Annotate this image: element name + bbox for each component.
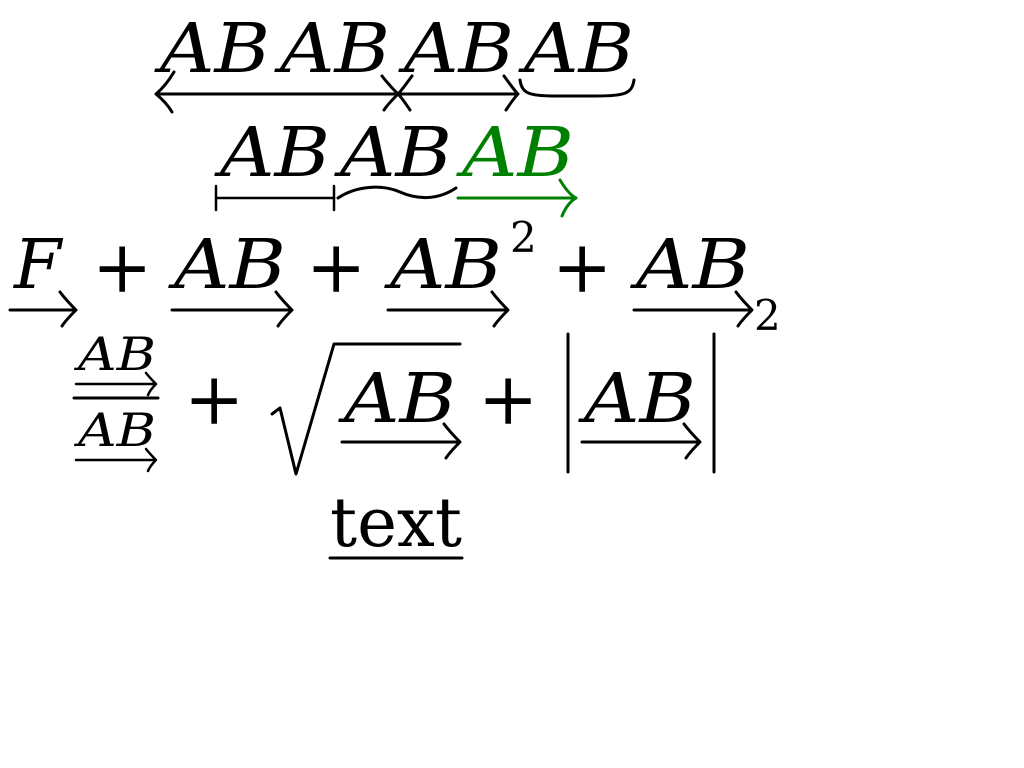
row3-f-arrow: [8, 290, 78, 328]
sqrt-argument: AB: [337, 360, 456, 439]
row1-underbrace: [518, 78, 636, 98]
abs-argument: AB: [577, 360, 696, 439]
row3-term-3: AB: [629, 226, 750, 305]
row2-tilde: [336, 185, 458, 200]
row3-term-1-arrow: [170, 290, 294, 328]
row2-term-3: AB: [455, 114, 574, 193]
row3-superscript: 2: [510, 213, 537, 262]
row3-plus-2: +: [306, 225, 366, 309]
row1-term-2: AB: [273, 10, 390, 89]
row2-term-1: AB: [213, 114, 330, 193]
sqrt-argument-arrow: [340, 422, 462, 460]
row1-term-3: AB: [397, 10, 514, 89]
fraction-numerator: AB: [73, 327, 156, 381]
row4-plus-2: +: [478, 357, 538, 441]
fraction-denominator-arrow: [74, 447, 158, 473]
row2-green-arrow: [456, 178, 578, 218]
row2-mapsto-bar: [214, 184, 336, 212]
fraction-numerator-arrow: [74, 371, 158, 397]
row3-f: F: [12, 226, 64, 305]
row2-term-2: AB: [333, 114, 452, 193]
row4-plus-1: +: [184, 357, 244, 441]
row1-left-right-arrow-2: [396, 74, 520, 112]
row3-term-2-arrow: [386, 290, 510, 328]
row1-term-4: AB: [517, 10, 634, 89]
row3-subscript: 2: [754, 291, 781, 340]
row3-term-1: AB: [167, 226, 286, 305]
row3-plus-1: +: [92, 225, 152, 309]
abs-argument-arrow: [580, 422, 702, 460]
row3-term-2: AB: [383, 226, 502, 305]
underlined-text: text: [330, 484, 462, 563]
sqrt-radical: [270, 342, 462, 476]
fraction-denominator: AB: [73, 403, 156, 457]
row3-term-3-arrow: [632, 290, 754, 328]
row3-plus-3: +: [552, 225, 612, 309]
